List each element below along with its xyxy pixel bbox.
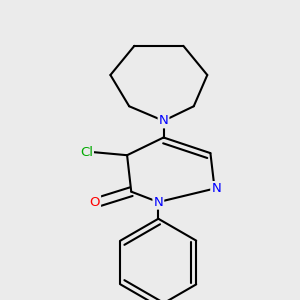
Text: O: O — [89, 196, 100, 208]
Text: N: N — [159, 114, 168, 127]
Text: Cl: Cl — [80, 146, 93, 159]
Text: N: N — [154, 196, 163, 208]
Text: N: N — [211, 182, 221, 195]
